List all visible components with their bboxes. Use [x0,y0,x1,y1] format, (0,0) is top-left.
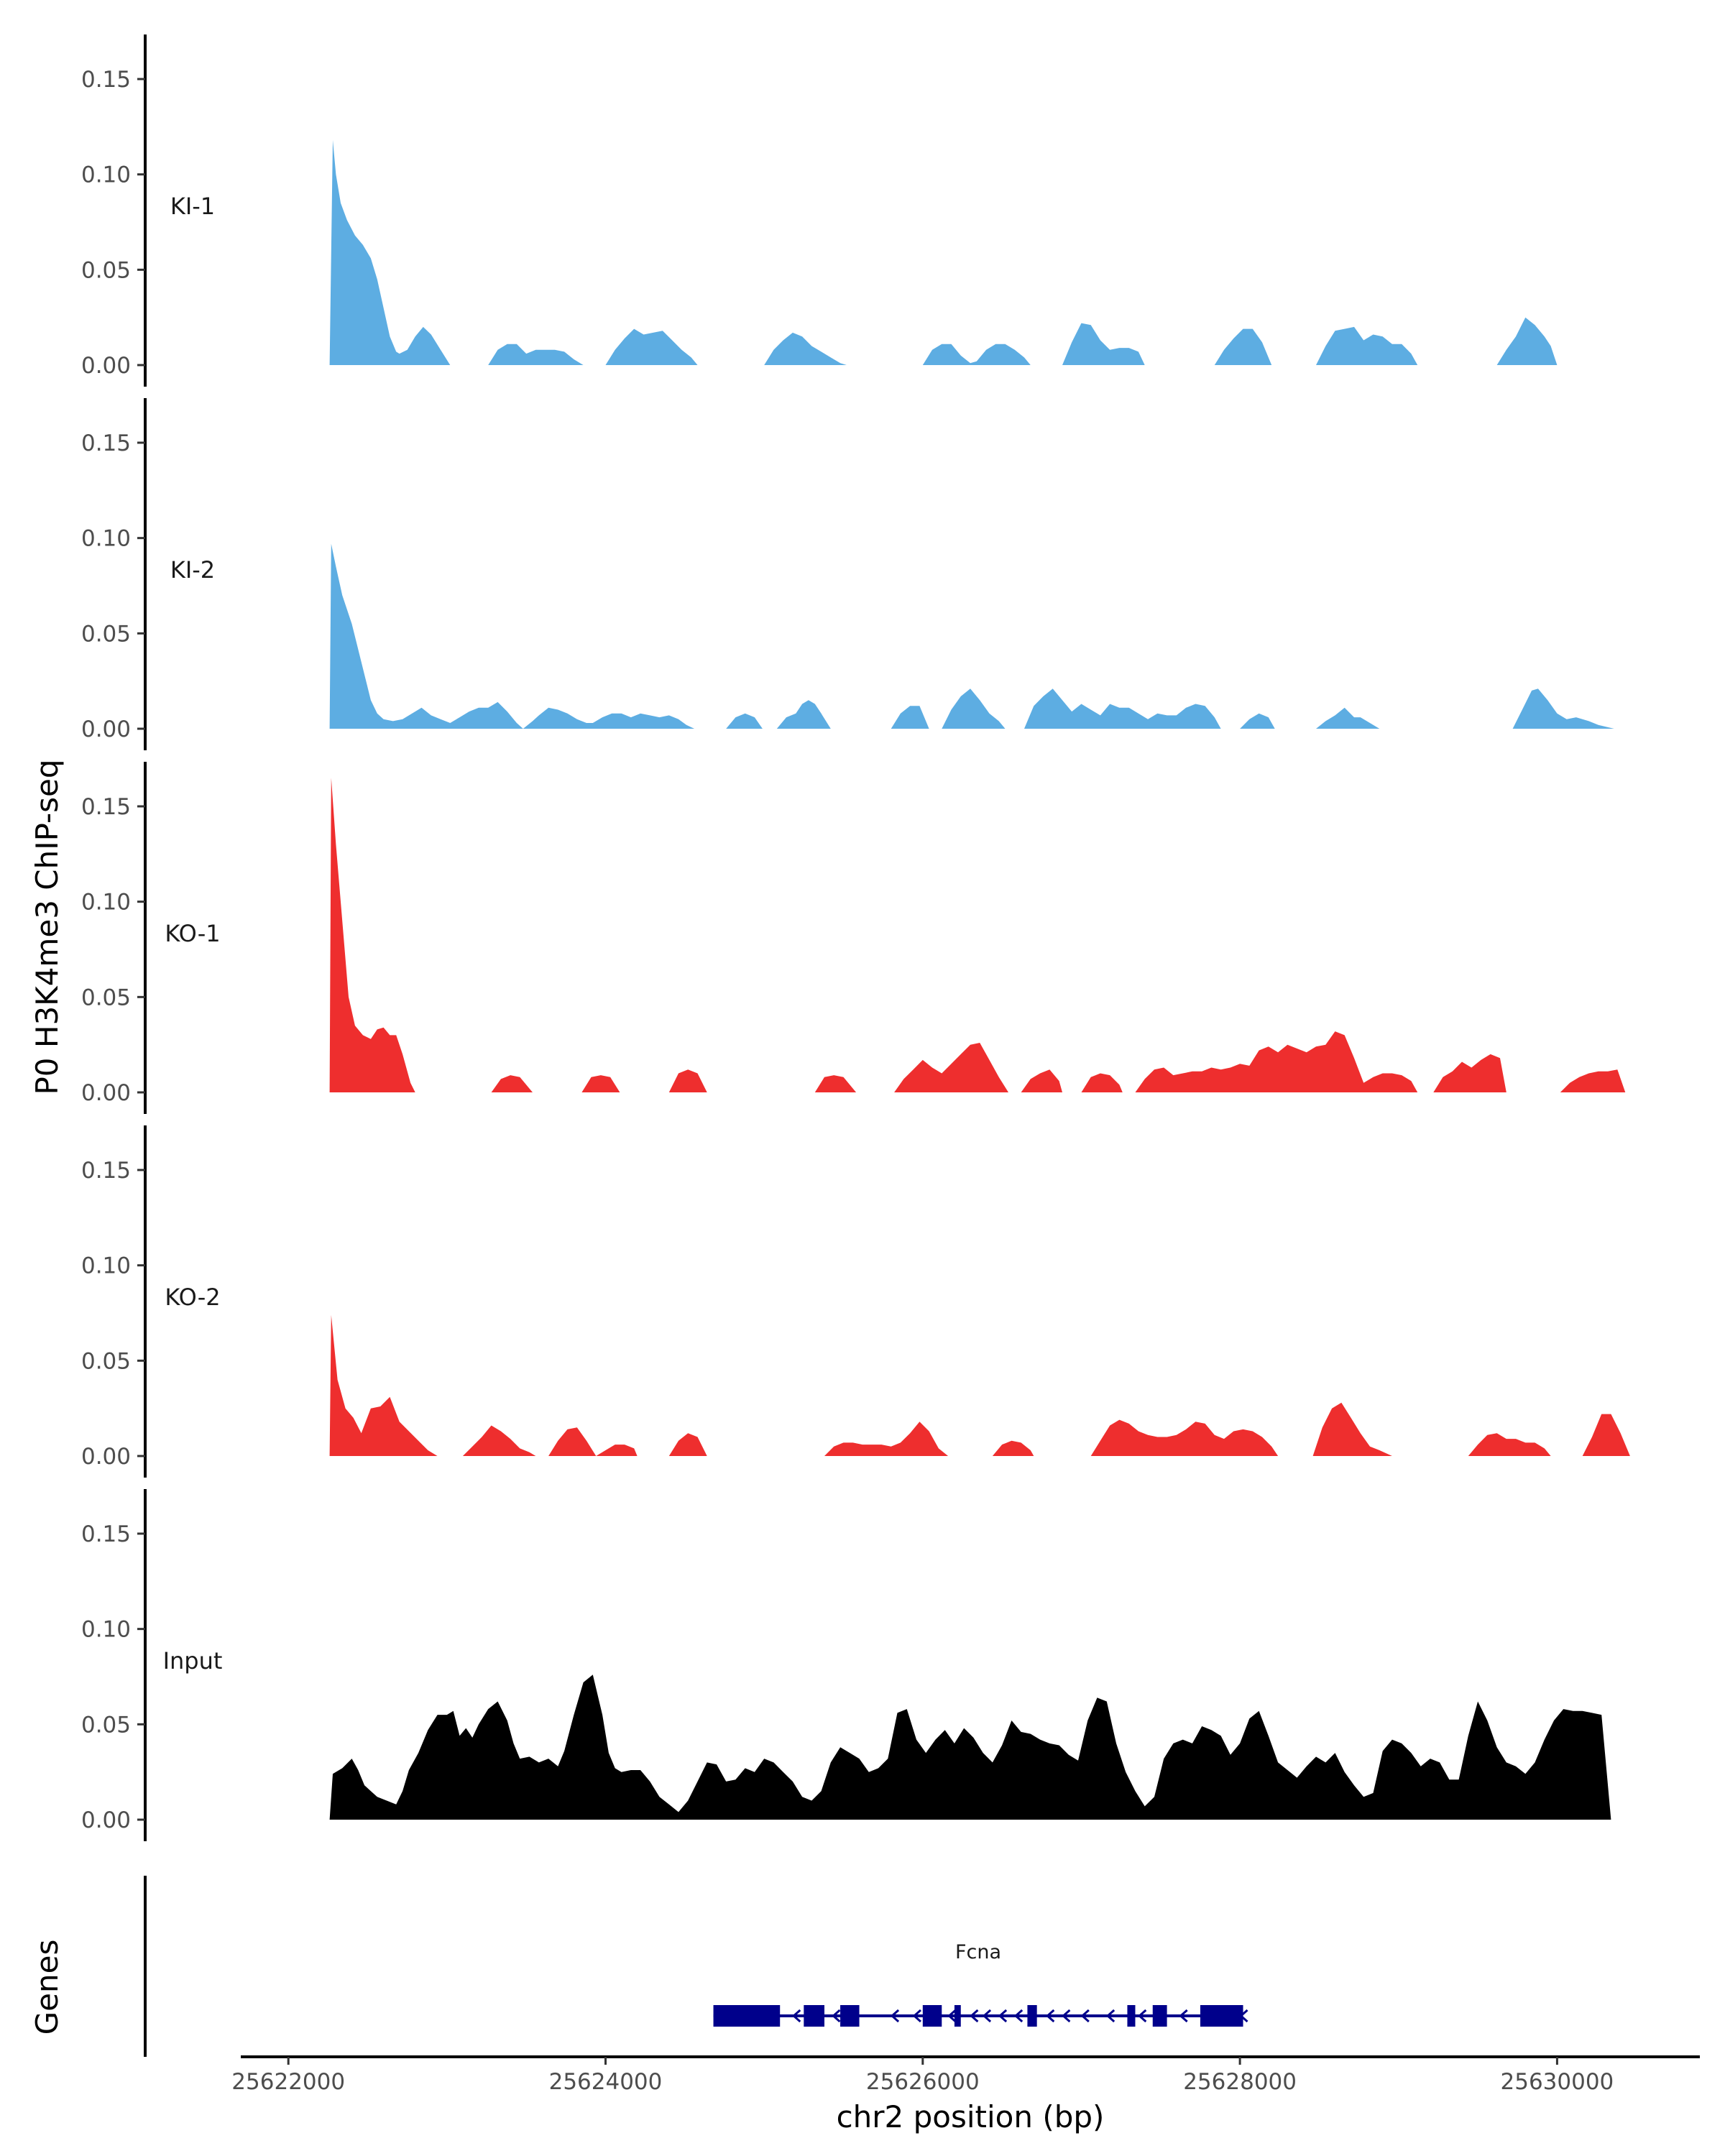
y-tick-label: 0.00 [81,1080,131,1106]
gene-exon [1200,2005,1243,2027]
genes-panel: Genes Fcna [29,1876,1248,2057]
y-tick-label: 0.10 [81,890,131,916]
signal-area [329,1674,1629,1820]
gene-exon [840,2005,860,2027]
gene-exon [713,2005,781,2027]
y-tick-label: 0.05 [81,1348,131,1374]
track-ki-2: 0.00 0.05 0.10 0.15 KI-2 [81,398,1614,750]
gene-exon [1127,2005,1136,2027]
track-ko-1: 0.00 0.05 0.10 0.15 KO-1 [81,762,1626,1114]
strand-arrow [998,2009,1008,2023]
y-tick-label: 0.00 [81,353,131,379]
track-input: 0.00 0.05 0.10 0.15 Input [81,1489,1629,1841]
gene-exon [1152,2005,1167,2027]
strand-arrow [890,2009,900,2023]
y-tick-label: 0.00 [81,717,131,742]
strand-arrow [832,2009,841,2023]
strand-arrow [1138,2009,1147,2023]
gene-label: Fcna [955,1941,1001,1963]
x-tick-label: 25626000 [866,2069,980,2095]
track-ko-2: 0.00 0.05 0.10 0.15 KO-2 [81,1125,1630,1478]
y-tick-label: 0.10 [81,1617,131,1643]
strand-arrow [1080,2009,1090,2023]
signal-area [329,543,1614,729]
y-tick-label: 0.05 [81,1712,131,1738]
strand-arrow [1046,2009,1055,2023]
strand-arrow [1013,2009,1024,2023]
x-tick-label: 25628000 [1183,2069,1297,2095]
genes-title: Genes [29,1940,65,2035]
gene-exon [954,2005,961,2027]
track-ki-1: 0.00 0.05 0.10 0.15 KI-1 [81,34,1558,387]
y-tick-label: 0.10 [81,1253,131,1279]
signal-area [329,778,1626,1092]
strand-arrow [1105,2009,1116,2023]
y-tick-label: 0.05 [81,621,131,647]
strand-arrow [792,2009,801,2023]
gene-exon [804,2005,824,2027]
y-tick-label: 0.00 [81,1444,131,1470]
x-tick-label: 25630000 [1501,2069,1614,2095]
signal-area [329,1314,1630,1456]
y-tick-label: 0.15 [81,1158,131,1184]
track-label: KI-1 [170,193,215,220]
x-axis-title: chr2 position (bp) [837,2099,1105,2134]
x-axis: 25622000 25624000 25626000 25628000 25630000 [231,2055,1700,2095]
y-tick-label: 0.05 [81,257,131,283]
gene-exon [922,2005,942,2027]
strand-arrow [982,2009,992,2023]
signal-area [329,139,1558,365]
y-tick-label: 0.10 [81,162,131,188]
strand-arrow [947,2009,957,2023]
strand-arrow [970,2009,979,2023]
y-axis-title: P0 H3K4me3 ChIP-seq [29,759,65,1095]
y-tick-label: 0.15 [81,67,131,93]
gene-exon [1027,2005,1037,2027]
strand-arrow [912,2009,921,2023]
track-label: KO-2 [165,1284,220,1311]
track-label: KI-2 [170,556,215,584]
x-tick-label: 25622000 [231,2069,345,2095]
tracks: 0.00 0.05 0.10 0.15 KI-1 0.00 0.05 0.10 0.15 KI-2… [81,34,1630,1841]
y-tick-label: 0.10 [81,526,131,552]
y-tick-label: 0.05 [81,985,131,1010]
x-tick-label: 25624000 [549,2069,663,2095]
strand-arrow [1062,2009,1071,2023]
strand-arrow [1179,2009,1188,2023]
track-label: Input [163,1647,223,1674]
y-tick-label: 0.00 [81,1807,131,1833]
y-tick-label: 0.15 [81,430,131,456]
y-tick-label: 0.15 [81,1521,131,1547]
y-tick-label: 0.15 [81,794,131,820]
track-label: KO-1 [165,920,220,947]
